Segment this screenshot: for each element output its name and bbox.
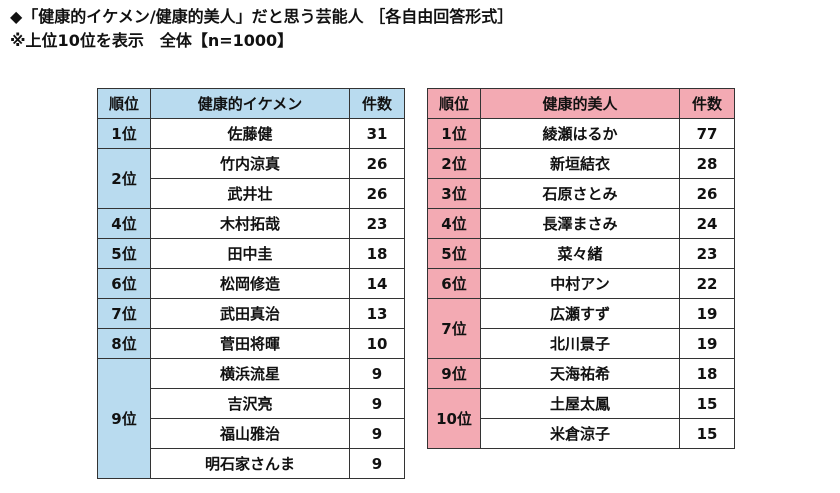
rank-cell: 1位 xyxy=(427,118,481,149)
table-row: 7位 武田真治 13 xyxy=(97,298,405,329)
table-row: 5位 菜々緒 23 xyxy=(427,238,735,269)
name-cell: 武田真治 xyxy=(150,298,350,329)
table-row: 10位 土屋太鳳 15 xyxy=(427,388,735,449)
name-cell: 竹内涼真 xyxy=(150,148,350,179)
name-cell: 米倉涼子 xyxy=(480,418,680,449)
rank-cell: 7位 xyxy=(97,298,151,329)
table-row: 5位 田中圭 18 xyxy=(97,238,405,269)
rank-cell: 8位 xyxy=(97,328,151,359)
rank-cell: 2位 xyxy=(97,148,151,209)
header-name: 健康的イケメン xyxy=(150,88,350,119)
count-cell: 15 xyxy=(679,418,735,449)
rank-cell: 4位 xyxy=(97,208,151,239)
name-cell: 横浜流星 xyxy=(150,358,350,389)
name-cell: 武井壮 xyxy=(150,178,350,209)
count-cell: 9 xyxy=(349,418,405,449)
count-cell: 23 xyxy=(679,238,735,269)
table-row: 米倉涼子 15 xyxy=(428,418,735,449)
count-cell: 19 xyxy=(679,328,735,359)
header-rank: 順位 xyxy=(427,88,481,119)
count-cell: 31 xyxy=(349,118,405,149)
rank-cell: 5位 xyxy=(427,238,481,269)
count-cell: 18 xyxy=(349,238,405,269)
name-cell: 吉沢亮 xyxy=(150,388,350,419)
count-cell: 18 xyxy=(679,358,735,389)
name-cell: 木村拓哉 xyxy=(150,208,350,239)
table-row: 武井壮 26 xyxy=(98,178,405,209)
rank-cell: 2位 xyxy=(427,148,481,179)
table-row: 9位 横浜流星 9 xyxy=(97,358,405,479)
table-row: 明石家さんま 9 xyxy=(98,448,405,479)
header-count: 件数 xyxy=(679,88,735,119)
count-cell: 22 xyxy=(679,268,735,299)
count-cell: 19 xyxy=(679,298,735,329)
table-row: 福山雅治 9 xyxy=(98,418,405,449)
count-cell: 9 xyxy=(349,448,405,479)
title-line-1: ◆「健康的イケメン/健康的美人」だと思う芸能人 ［各自由回答形式］ xyxy=(10,7,514,26)
table-header-row: 順位 健康的イケメン 件数 xyxy=(97,88,405,119)
name-cell: 福山雅治 xyxy=(150,418,350,449)
count-cell: 26 xyxy=(349,148,405,179)
table-row: 1位 綾瀬はるか 77 xyxy=(427,118,735,149)
name-cell: 長澤まさみ xyxy=(480,208,680,239)
count-cell: 26 xyxy=(679,178,735,209)
header-name: 健康的美人 xyxy=(480,88,680,119)
rank-cell: 9位 xyxy=(427,358,481,389)
rank-cell: 10位 xyxy=(427,388,481,449)
name-cell: 松岡修造 xyxy=(150,268,350,299)
count-cell: 77 xyxy=(679,118,735,149)
count-cell: 15 xyxy=(679,388,735,419)
count-cell: 28 xyxy=(679,148,735,179)
table-header-row: 順位 健康的美人 件数 xyxy=(427,88,735,119)
name-cell: 新垣結衣 xyxy=(480,148,680,179)
table-row: 8位 菅田将暉 10 xyxy=(97,328,405,359)
table-row: 3位 石原さとみ 26 xyxy=(427,178,735,209)
rank-cell: 6位 xyxy=(427,268,481,299)
rank-cell: 6位 xyxy=(97,268,151,299)
name-cell: 北川景子 xyxy=(480,328,680,359)
count-cell: 10 xyxy=(349,328,405,359)
table-row: 6位 中村アン 22 xyxy=(427,268,735,299)
name-cell: 綾瀬はるか xyxy=(480,118,680,149)
rank-cell: 9位 xyxy=(97,358,151,479)
table-row: 4位 長澤まさみ 24 xyxy=(427,208,735,239)
name-cell: 菅田将暉 xyxy=(150,328,350,359)
name-cell: 菜々緒 xyxy=(480,238,680,269)
rank-cell: 4位 xyxy=(427,208,481,239)
name-cell: 田中圭 xyxy=(150,238,350,269)
count-cell: 23 xyxy=(349,208,405,239)
table-row: 7位 広瀬すず 19 xyxy=(427,298,735,359)
count-cell: 13 xyxy=(349,298,405,329)
name-cell: 石原さとみ xyxy=(480,178,680,209)
table-row: 2位 新垣結衣 28 xyxy=(427,148,735,179)
table-row: 1位 佐藤健 31 xyxy=(97,118,405,149)
table-row: 4位 木村拓哉 23 xyxy=(97,208,405,239)
title-line-2: ※上位10位を表示 全体【n=1000】 xyxy=(10,31,294,50)
name-cell: 佐藤健 xyxy=(150,118,350,149)
header-rank: 順位 xyxy=(97,88,151,119)
count-cell: 26 xyxy=(349,178,405,209)
table-row: 6位 松岡修造 14 xyxy=(97,268,405,299)
female-ranking-table: 順位 健康的美人 件数 1位 綾瀬はるか 77 2位 新垣結衣 28 3位 石原さとみ 26 4位… xyxy=(427,88,735,449)
count-cell: 9 xyxy=(349,388,405,419)
count-cell: 24 xyxy=(679,208,735,239)
table-row: 9位 天海祐希 18 xyxy=(427,358,735,389)
header-count: 件数 xyxy=(349,88,405,119)
rank-cell: 1位 xyxy=(97,118,151,149)
name-cell: 明石家さんま xyxy=(150,448,350,479)
name-cell: 天海祐希 xyxy=(480,358,680,389)
count-cell: 9 xyxy=(349,358,405,389)
count-cell: 14 xyxy=(349,268,405,299)
name-cell: 土屋太鳳 xyxy=(480,388,680,419)
name-cell: 中村アン xyxy=(480,268,680,299)
rank-cell: 3位 xyxy=(427,178,481,209)
male-ranking-table: 順位 健康的イケメン 件数 1位 佐藤健 31 2位 竹内涼真 26 武井壮 26 4位 木村拓哉… xyxy=(97,88,405,479)
rank-cell: 7位 xyxy=(427,298,481,359)
rank-cell: 5位 xyxy=(97,238,151,269)
table-row: 2位 竹内涼真 26 xyxy=(97,148,405,209)
name-cell: 広瀬すず xyxy=(480,298,680,329)
page-title: ◆「健康的イケメン/健康的美人」だと思う芸能人 ［各自由回答形式］ ※上位10位… xyxy=(10,6,513,52)
